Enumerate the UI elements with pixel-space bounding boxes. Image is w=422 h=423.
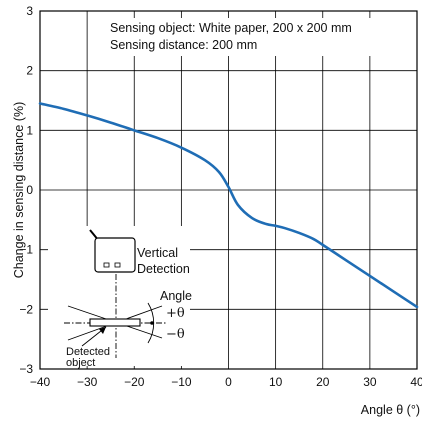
x-tick-label: −20 — [124, 375, 145, 389]
x-tick-label: −10 — [171, 375, 192, 389]
angle-pivot-dot — [150, 321, 154, 325]
sensor-lens-right — [114, 262, 121, 268]
x-tick-label: 40 — [410, 375, 422, 389]
sensor-lens-left — [103, 262, 110, 268]
y-axis-title: Change in sensing distance (%) — [12, 102, 26, 279]
x-tick-label: −30 — [77, 375, 98, 389]
y-tick-labels: 3 2 1 0 −1 −2 −3 — [19, 4, 33, 376]
vertical-label: Vertical — [137, 246, 178, 260]
x-tick-label: 20 — [316, 375, 330, 389]
x-axis-title: Angle θ (°) — [361, 403, 420, 417]
object-label: object — [66, 357, 95, 369]
y-tick-label: 1 — [26, 123, 33, 137]
detection-label: Detection — [137, 262, 190, 276]
y-tick-label: −1 — [19, 243, 33, 257]
detected-label: Detected — [66, 346, 110, 358]
series-line — [38, 102, 419, 309]
x-tick-labels: −40 −30 −20 −10 0 10 20 30 40 — [30, 375, 422, 389]
x-tick-label: −40 — [30, 375, 51, 389]
annotation-line-1: Sensing object: White paper, 200 x 200 m… — [110, 21, 352, 35]
annotation-background — [106, 18, 408, 56]
angle-label: Angle — [160, 289, 192, 303]
detection-diagram: Vertical Detection Angle +θ −θ Detected … — [64, 229, 192, 369]
plus-theta-label: +θ — [166, 306, 185, 321]
x-tick-label: 0 — [225, 375, 232, 389]
y-tick-label: 2 — [26, 64, 33, 78]
y-tick-label: −2 — [19, 302, 33, 316]
minus-theta-label: −θ — [166, 327, 185, 342]
x-tick-label: 30 — [363, 375, 377, 389]
annotation-line-2: Sensing distance: 200 mm — [110, 38, 257, 52]
y-tick-label: 3 — [26, 4, 33, 18]
detected-object-arrowhead — [99, 327, 106, 334]
y-tick-label: 0 — [26, 183, 33, 197]
x-tick-label: 10 — [269, 375, 283, 389]
y-tick-label: −3 — [19, 362, 33, 376]
detected-object-plate — [89, 318, 141, 327]
